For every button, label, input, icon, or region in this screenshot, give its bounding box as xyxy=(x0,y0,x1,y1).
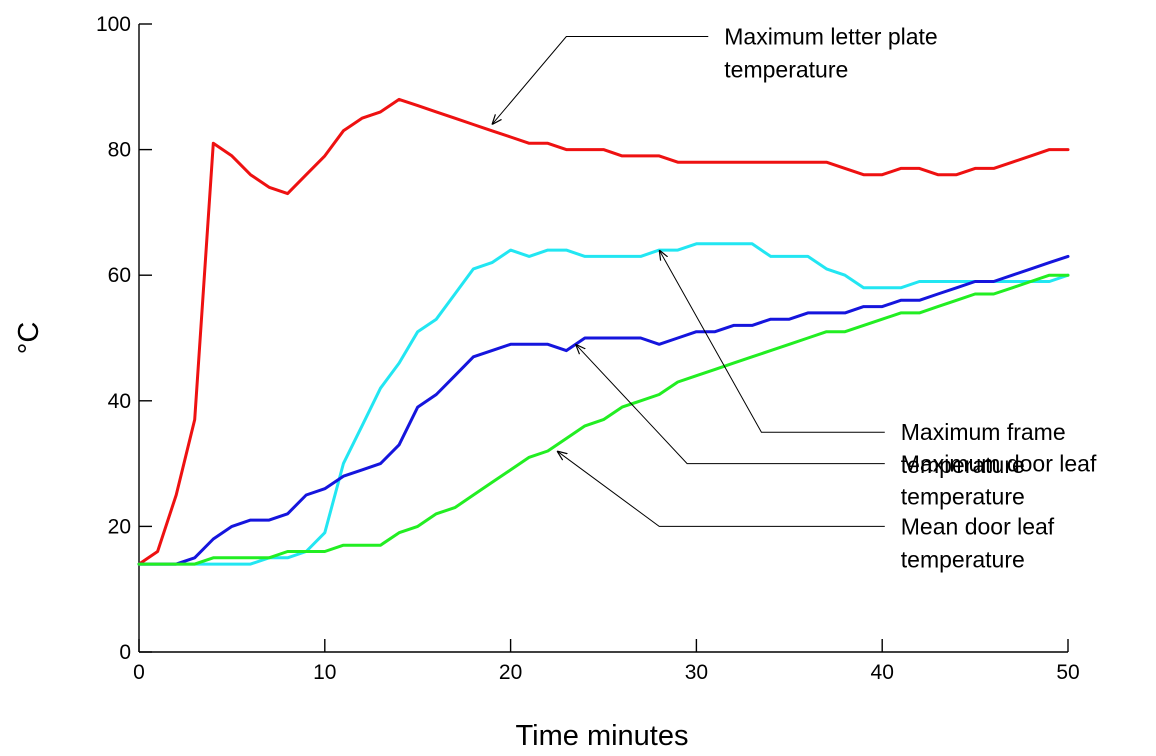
annotation-leader-2 xyxy=(576,344,885,465)
x-axis-ticks: 0 10 20 30 40 50 xyxy=(133,639,1080,684)
y-tick-label-0: 0 xyxy=(119,641,131,664)
series-line-0 xyxy=(137,97,1070,566)
y-axis-ticks: 0 20 40 60 80 100 xyxy=(96,13,152,664)
annotation-text-0-1: temperature xyxy=(724,57,848,83)
annotation-text-2-1: temperature xyxy=(901,484,1025,510)
annotation-text-1-0: Maximum frame xyxy=(901,419,1066,445)
x-tick-label-2: 20 xyxy=(499,661,522,684)
y-tick-label-3: 60 xyxy=(108,264,131,287)
annotation-text-3-0: Mean door leaf xyxy=(901,513,1055,539)
y-tick-label-5: 100 xyxy=(96,13,131,36)
annotation-0: Maximum letter plate temperature xyxy=(492,24,938,125)
annotation-leader-3 xyxy=(557,451,885,527)
x-tick-label-0: 0 xyxy=(133,661,145,684)
annotation-leader-0 xyxy=(492,36,709,125)
x-axis-label: Time minutes xyxy=(516,720,689,752)
series-line-1 xyxy=(137,242,1070,566)
x-tick-label-1: 10 xyxy=(313,661,336,684)
series-line-2 xyxy=(137,254,1070,566)
annotation-text-0-0: Maximum letter plate xyxy=(724,24,937,50)
y-tick-label-2: 40 xyxy=(108,390,131,413)
annotation-leader-1 xyxy=(659,250,885,433)
y-tick-label-4: 80 xyxy=(108,139,131,162)
y-tick-label-1: 20 xyxy=(108,515,131,538)
series-lines xyxy=(137,97,1070,566)
annotation-3: Mean door leaf temperature xyxy=(557,451,1055,572)
x-tick-label-4: 40 xyxy=(871,661,894,684)
annotation-text-2-0: Maximum door leaf xyxy=(901,451,1097,477)
annotation-text-1-1: temperature xyxy=(901,452,1025,478)
x-tick-label-5: 50 xyxy=(1056,661,1079,684)
x-tick-label-3: 30 xyxy=(685,661,708,684)
annotation-1: Maximum frame temperature xyxy=(659,250,1066,478)
series-line-3 xyxy=(137,273,1070,566)
annotation-text-3-1: temperature xyxy=(901,546,1025,572)
y-axis-label: °C xyxy=(13,322,45,355)
